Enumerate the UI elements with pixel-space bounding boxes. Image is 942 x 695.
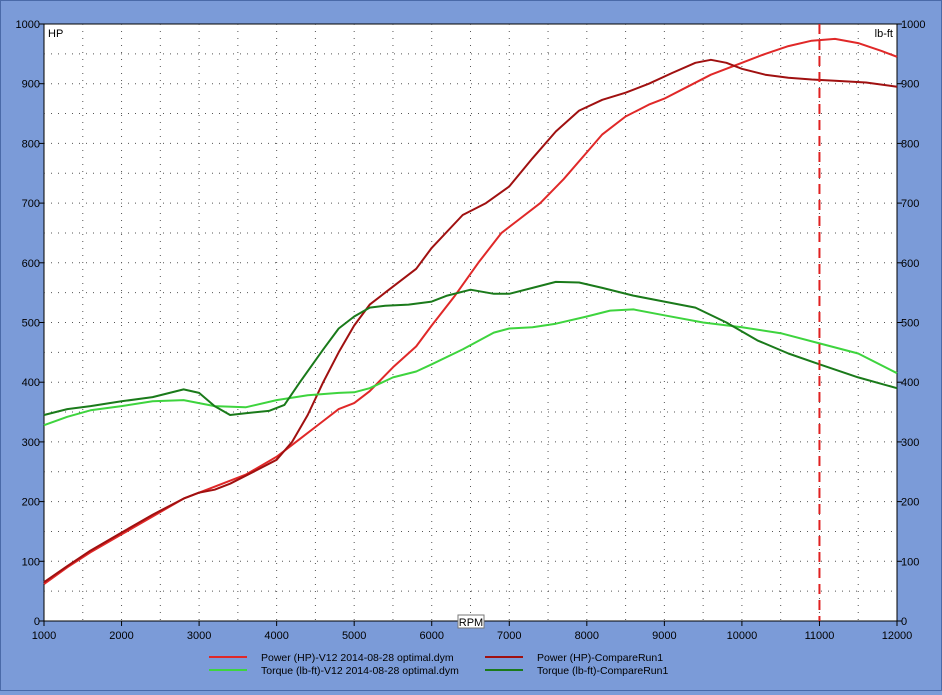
y-tick-label-left: 600 [22,258,40,270]
x-tick-label: 11000 [805,630,835,642]
y-tick-label-right: 800 [901,138,919,150]
y-tick-label-right: 300 [901,437,919,449]
y-tick-label-left: 100 [22,556,40,568]
x-tick-label: 2000 [109,630,133,642]
y-tick-label-left: 900 [22,79,40,91]
x-tick-label: 3000 [187,630,211,642]
y-tick-label-left: 1000 [16,19,40,31]
legend: Power (HP)-V12 2014-08-28 optimal.dym Pow… [209,652,668,677]
x-tick-label: 4000 [264,630,288,642]
y-tick-label-left: 700 [22,198,40,210]
y-tick-label-right: 400 [901,377,919,389]
x-tick-label: 12000 [882,630,913,642]
x-axis-label-box [457,614,485,629]
legend-label: Power (HP)-V12 2014-08-28 optimal.dym [261,652,454,664]
y-tick-label-right: 900 [901,79,919,91]
y-tick-label-right: 100 [901,556,919,568]
series-line-3 [43,308,898,427]
y-tick-label-right: 500 [901,318,919,330]
x-tick-label: 10000 [727,630,758,642]
y-tick-label-left: 200 [22,497,40,509]
x-tick-label: 8000 [575,630,599,642]
y-tick-label-right: 600 [901,258,919,270]
y-tick-label-right: 1000 [901,19,925,31]
y-tick-label-right: 200 [901,497,919,509]
y-tick-label-left: 400 [22,377,40,389]
y-tick-label-left: 500 [22,318,40,330]
y-tick-label-left: 0 [34,616,40,628]
x-tick-label: 5000 [342,630,366,642]
series-line-4 [43,280,898,416]
series-layer [43,37,898,585]
y-tick-label-left: 300 [22,437,40,449]
legend-label: Power (HP)-CompareRun1 [537,652,663,664]
series-line-2 [43,58,898,584]
axis-ticks: 1000 2000 3000 4000 5000 6000 7000 8000 9000 1000… [16,19,926,642]
grid [44,24,897,621]
plot-area [43,23,898,622]
left-axis-label: HP [48,28,63,40]
x-tick-label: 6000 [419,630,443,642]
legend-label: Torque (lb-ft)-CompareRun1 [537,665,668,677]
x-tick-label: 1000 [32,630,56,642]
series-line-1 [43,37,898,585]
legend-label: Torque (lb-ft)-V12 2014-08-28 optimal.dy… [261,665,459,677]
x-tick-label: 7000 [497,630,521,642]
x-tick-label: 9000 [652,630,676,642]
right-axis-label: lb-ft [875,28,893,40]
y-tick-label-left: 800 [22,138,40,150]
x-axis-label: RPM [459,617,483,629]
y-tick-label-right: 0 [901,616,907,628]
y-tick-label-right: 700 [901,198,919,210]
